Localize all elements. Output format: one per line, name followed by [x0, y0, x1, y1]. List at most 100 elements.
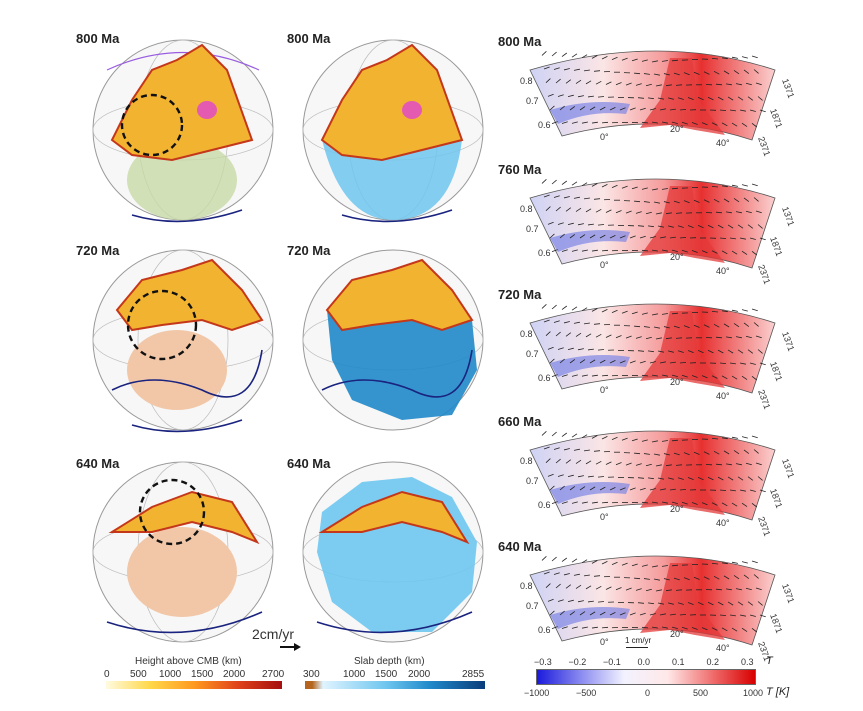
velocity-arrow [639, 235, 646, 239]
velocity-arrow [619, 235, 626, 239]
age-label: 640 Ma [287, 456, 331, 471]
velocity-arrow [561, 249, 568, 252]
velocity-arrow [715, 463, 723, 466]
velocity-arrow [581, 121, 588, 124]
velocity-arrow [715, 211, 723, 214]
velocity-arrow [669, 488, 676, 491]
velocity-arrow [737, 96, 744, 101]
velocity-arrow [571, 249, 578, 252]
velocity-arrow [641, 564, 648, 567]
velocity-arrow [615, 335, 622, 339]
depth-tick-label: 1871 [768, 612, 784, 634]
velocity-arrow [605, 461, 612, 465]
velocity-arrow [593, 198, 601, 200]
velocity-arrow [657, 97, 664, 100]
velocity-arrow [597, 601, 605, 603]
velocity-arrow [741, 250, 748, 255]
velocity-arrow [563, 448, 570, 451]
velocity-arrow [635, 211, 642, 214]
velocity-arrow [741, 309, 748, 312]
velocity-arrow [567, 222, 574, 226]
slab-colorbar-title: Slab depth (km) [354, 656, 425, 667]
velocity-arrow [657, 477, 664, 480]
velocity-arrow [727, 349, 734, 354]
velocity-arrow [645, 463, 652, 467]
velocity-arrow [745, 210, 752, 214]
section-velocity-scale-label: 1 cm/yr [625, 636, 652, 645]
depth-tick-label: 2371 [756, 135, 772, 157]
velocity-arrow [671, 374, 678, 377]
velocity-arrow [561, 557, 568, 562]
velocity-arrow [637, 350, 645, 352]
temperature-top-tick: 0.3 [741, 657, 754, 667]
velocity-arrow [649, 613, 656, 616]
velocity-arrow [625, 587, 632, 591]
velocity-arrow [585, 333, 592, 338]
temperature-bottom-tick: 0 [645, 688, 651, 698]
velocity-arrow [561, 501, 568, 504]
angle-tick-label: 20° [670, 124, 684, 134]
velocity-arrow [661, 374, 668, 377]
velocity-arrow [671, 249, 678, 252]
velocity-arrow [609, 107, 616, 111]
velocity-arrow [667, 97, 674, 100]
velocity-arrow [759, 109, 766, 113]
velocity-arrow [667, 225, 674, 228]
velocity-arrow [743, 449, 750, 454]
velocity-arrow [601, 374, 609, 377]
velocity-arrow [619, 487, 626, 491]
depth-tick-label: 2371 [756, 388, 772, 410]
velocity-arrow [595, 80, 602, 85]
temperature-top-tick: −0.2 [568, 657, 587, 667]
temperature-symbol-bottom: T [K] [766, 686, 790, 698]
velocity-arrow [611, 184, 618, 188]
velocity-arrow [711, 563, 719, 565]
velocity-arrow [561, 180, 568, 185]
velocity-arrow [743, 322, 750, 327]
velocity-arrow [703, 71, 710, 75]
velocity-arrow [541, 556, 547, 561]
velocity-arrow [581, 434, 588, 439]
angle-tick-label: 40° [716, 138, 730, 148]
angle-tick-label: 0° [600, 132, 609, 142]
velocity-arrow [737, 601, 744, 606]
velocity-arrow [655, 464, 662, 467]
velocity-arrow [657, 350, 664, 353]
velocity-arrow [645, 83, 652, 87]
velocity-arrow [655, 84, 662, 87]
velocity-arrow [619, 612, 626, 616]
velocity-arrow [757, 476, 763, 481]
velocity-arrow [601, 436, 608, 440]
velocity-arrow [687, 477, 694, 480]
temperature-bottom-tick: 1000 [743, 688, 764, 698]
angle-tick-label: 20° [670, 629, 684, 639]
age-label: 640 Ma [76, 456, 120, 471]
velocity-arrow [555, 206, 561, 212]
velocity-arrow [583, 574, 590, 577]
section-age-label: 660 Ma [498, 414, 542, 429]
velocity-arrow [561, 121, 568, 124]
velocity-arrow [663, 73, 670, 76]
radius-tick-label: 0.7 [526, 476, 539, 486]
velocity-arrow [661, 249, 668, 252]
cold-slab-region [550, 355, 630, 377]
velocity-arrow [651, 121, 658, 124]
velocity-arrow [719, 489, 727, 491]
cross-section-panel: 0.8 0.7 0.6 0° 20° 40° 1371 1871 2371 [520, 303, 796, 411]
velocity-arrow [569, 611, 576, 616]
velocity-arrow [671, 121, 678, 124]
velocity-arrow [597, 224, 605, 226]
velocity-arrow [551, 121, 558, 125]
section-age-label: 720 Ma [498, 287, 542, 302]
velocity-arrow [701, 375, 708, 379]
velocity-arrow [697, 97, 704, 101]
velocity-arrow [753, 449, 759, 454]
radius-tick-label: 0.8 [520, 76, 533, 86]
velocity-arrow [697, 602, 704, 606]
velocity-arrow [683, 325, 690, 329]
velocity-arrow [543, 446, 550, 450]
velocity-arrow [663, 578, 670, 581]
velocity-arrow [589, 486, 596, 491]
velocity-arrow [599, 611, 606, 616]
velocity-arrow [675, 589, 683, 591]
